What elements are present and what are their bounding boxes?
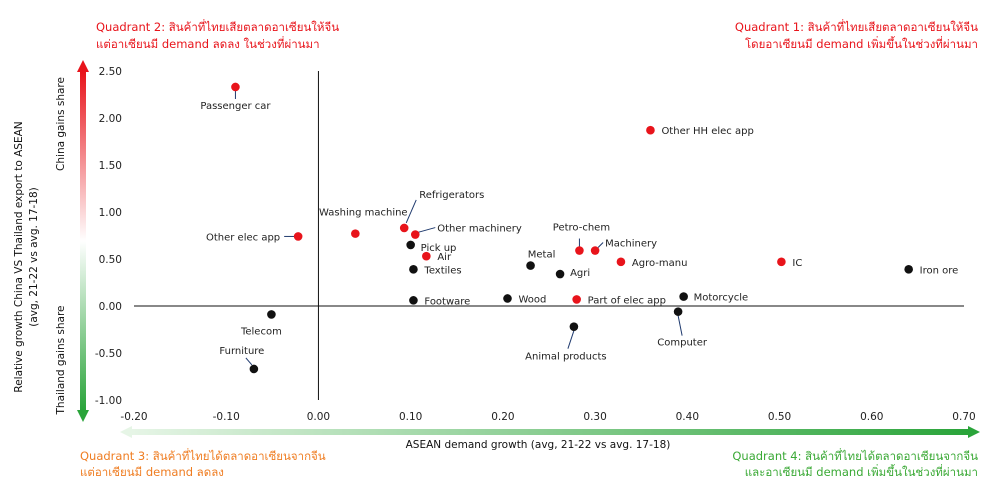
point-telecom	[267, 310, 276, 319]
point-label-telecom: Telecom	[240, 326, 282, 337]
point-label-other-hh-elec-app: Other HH elec app	[661, 126, 753, 137]
points-layer: Passenger car Other HH elec app Refrigerat…	[200, 82, 959, 374]
point-label-animal-products: Animal products	[525, 352, 606, 363]
y-tick-label: -1.00	[95, 395, 122, 407]
point-label-computer: Computer	[657, 338, 708, 349]
y-tick-label: 0.50	[99, 254, 122, 266]
point-furniture	[249, 364, 259, 374]
point-textiles	[409, 265, 418, 274]
point-label-other-elec-app: Other elec app	[206, 232, 280, 243]
x-tick-label: 0.50	[768, 411, 791, 423]
point-label-iron-ore: Iron ore	[920, 265, 959, 276]
china-gains-label: China gains share	[55, 77, 67, 171]
quadrant-2-subtitle: แต่อาเซียนมี demand ลดลง ในช่วงที่ผ่านมา	[96, 36, 320, 51]
x-tick-label: -0.20	[120, 411, 147, 423]
y-tick-label: 2.00	[99, 113, 122, 125]
quadrant-4-title: Quadrant 4: สินค้าที่ไทยได้ตลาดอาเซียนจา…	[732, 448, 978, 463]
quadrant-3-subtitle: แต่อาเซียนมี demand ลดลง	[80, 465, 224, 479]
quadrant-1-title: Quadrant 1: สินค้าที่ไทยเสียตลาดอาเซียนใ…	[735, 19, 978, 34]
x-tick-label: 0.40	[676, 411, 699, 423]
point-label-other-machinery: Other machinery	[437, 224, 522, 235]
point-label-motorcycle: Motorcycle	[694, 293, 749, 304]
point-refrigerators	[399, 223, 409, 233]
x-tick-label: -0.10	[213, 411, 240, 423]
point-air	[422, 251, 431, 261]
point-label-furniture: Furniture	[219, 346, 264, 357]
x-tick-label: 0.30	[583, 411, 606, 423]
point-label-wood: Wood	[519, 294, 547, 305]
point-wood	[503, 294, 512, 303]
y-tick-label: 1.50	[99, 160, 122, 172]
point-other-hh-elec-app	[646, 125, 655, 135]
y-tick-label: 0.00	[99, 301, 122, 313]
point-label-footware: Footware	[424, 296, 470, 307]
point-passenger-car	[231, 82, 240, 92]
point-petro-chem	[575, 246, 584, 255]
point-other-machinery	[410, 230, 420, 239]
point-label-ic: IC	[792, 258, 802, 269]
leader-line-computer	[677, 315, 683, 336]
leader-line-refrigerators	[405, 199, 417, 224]
x-tick-label: 0.60	[860, 411, 883, 423]
leader-line-other-machinery	[417, 227, 436, 234]
point-footware	[409, 296, 418, 305]
point-metal	[526, 261, 535, 270]
quadrant-3-title: Quadrant 3: สินค้าที่ไทยได้ตลาดอาเซียนจา…	[80, 448, 326, 463]
point-label-pick-up: Pick up	[421, 243, 457, 254]
point-machinery	[590, 246, 600, 255]
point-label-petro-chem: Petro-chem	[553, 223, 610, 234]
point-label-air: Air	[437, 252, 452, 263]
leader-line-animal-products	[567, 330, 575, 349]
quadrant-2-title: Quadrant 2: สินค้าที่ไทยเสียตลาดอาเซียนใ…	[96, 19, 339, 34]
point-label-textiles: Textiles	[423, 265, 461, 276]
point-agri	[555, 269, 565, 279]
point-label-refrigerators: Refrigerators	[419, 190, 484, 201]
leader-line-machinery	[597, 242, 604, 248]
point-label-washing-machine: Washing machine	[319, 208, 408, 219]
point-animal-products	[569, 322, 579, 331]
leader-line-furniture	[245, 357, 253, 366]
point-label-machinery: Machinery	[605, 239, 657, 250]
point-washing-machine	[351, 229, 360, 238]
point-motorcycle	[679, 292, 688, 301]
point-label-metal: Metal	[528, 250, 556, 261]
y-tick-label: -0.50	[95, 348, 122, 360]
point-other-elec-app	[293, 232, 303, 241]
x-tick-label: 0.20	[491, 411, 514, 423]
point-label-passenger-car: Passenger car	[200, 101, 271, 112]
x-tick-label: 0.10	[399, 411, 422, 423]
point-iron-ore	[904, 265, 913, 274]
point-pick-up	[406, 240, 415, 250]
y-tick-label: 1.00	[99, 207, 122, 219]
x-tick-label: 0.00	[307, 411, 330, 423]
y-axis-title-line1: Relative growth China VS Thailand export…	[13, 121, 25, 392]
y-axis-title-line2: (avg, 21-22 vs avg. 17-18)	[28, 187, 40, 327]
thailand-gains-label: Thailand gains share	[55, 305, 67, 415]
x-tick-label: 0.70	[952, 411, 975, 423]
x-axis-title: ASEAN demand growth (avg, 21-22 vs avg. …	[406, 439, 671, 451]
y-tick-label: 2.50	[99, 66, 122, 78]
axes-layer: -0.20 -0.10 0.00 0.10 0.20 0.30 0.40 0.50 0.60 0.…	[95, 66, 976, 423]
quadrant-1-subtitle: โดยอาเซียนมี demand เพิ่มขึ้นในช่วงที่ผ่…	[745, 36, 978, 51]
point-label-part-of-elec-app: Part of elec app	[588, 295, 666, 306]
point-ic	[777, 257, 786, 267]
vertical-gradient-arrow	[77, 60, 89, 422]
point-computer	[673, 307, 683, 316]
point-label-agro-manu: Agro-manu	[632, 258, 688, 269]
point-agro-manu	[616, 257, 626, 267]
quadrant-4-subtitle: และอาเซียนมี demand เพิ่มขึ้นในช่วงที่ผ่…	[745, 464, 978, 479]
point-label-agri: Agri	[570, 268, 590, 279]
point-part-of-elec-app	[572, 295, 581, 304]
horizontal-gradient-arrow	[120, 426, 980, 438]
